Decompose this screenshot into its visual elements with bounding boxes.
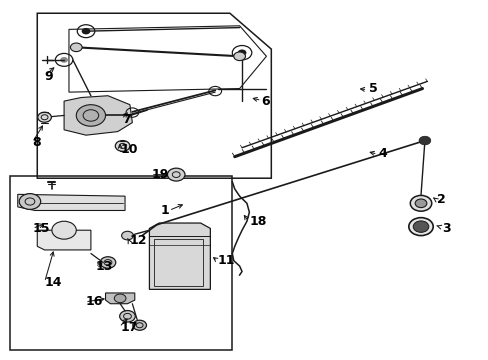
Text: 4: 4 — [378, 147, 386, 159]
Text: 2: 2 — [436, 193, 445, 206]
Circle shape — [60, 57, 68, 63]
Circle shape — [122, 231, 133, 240]
Polygon shape — [105, 293, 135, 304]
Bar — [10, 176, 232, 350]
Circle shape — [408, 218, 432, 235]
Polygon shape — [18, 194, 125, 211]
Text: 7: 7 — [122, 113, 131, 126]
Text: 3: 3 — [441, 222, 449, 235]
Text: 13: 13 — [96, 260, 113, 273]
Text: 9: 9 — [44, 69, 53, 82]
Text: 12: 12 — [130, 234, 147, 247]
Circle shape — [418, 136, 430, 145]
Bar — [154, 239, 203, 286]
Circle shape — [409, 195, 431, 211]
Text: 18: 18 — [249, 215, 266, 228]
Text: 15: 15 — [32, 222, 50, 235]
Circle shape — [114, 294, 126, 303]
Polygon shape — [37, 230, 91, 250]
Text: 1: 1 — [160, 204, 168, 217]
Circle shape — [100, 257, 116, 268]
Text: 16: 16 — [86, 296, 103, 309]
Circle shape — [412, 221, 428, 232]
Polygon shape — [64, 96, 132, 135]
Circle shape — [38, 112, 51, 122]
Circle shape — [233, 52, 245, 60]
Text: 8: 8 — [32, 136, 41, 149]
Text: 19: 19 — [152, 168, 169, 181]
Text: 5: 5 — [368, 82, 377, 95]
Text: 14: 14 — [44, 276, 62, 289]
Circle shape — [115, 140, 130, 151]
Text: 17: 17 — [120, 320, 138, 333]
Circle shape — [167, 168, 184, 181]
Polygon shape — [149, 223, 210, 289]
Text: 11: 11 — [217, 254, 235, 267]
Circle shape — [120, 311, 135, 322]
Circle shape — [133, 320, 146, 330]
Circle shape — [52, 221, 76, 239]
Circle shape — [414, 199, 426, 208]
Circle shape — [70, 43, 82, 51]
Circle shape — [237, 49, 246, 56]
Circle shape — [76, 105, 105, 126]
Text: 6: 6 — [261, 95, 270, 108]
Circle shape — [19, 194, 41, 210]
Circle shape — [81, 28, 90, 35]
Text: 10: 10 — [120, 143, 138, 156]
